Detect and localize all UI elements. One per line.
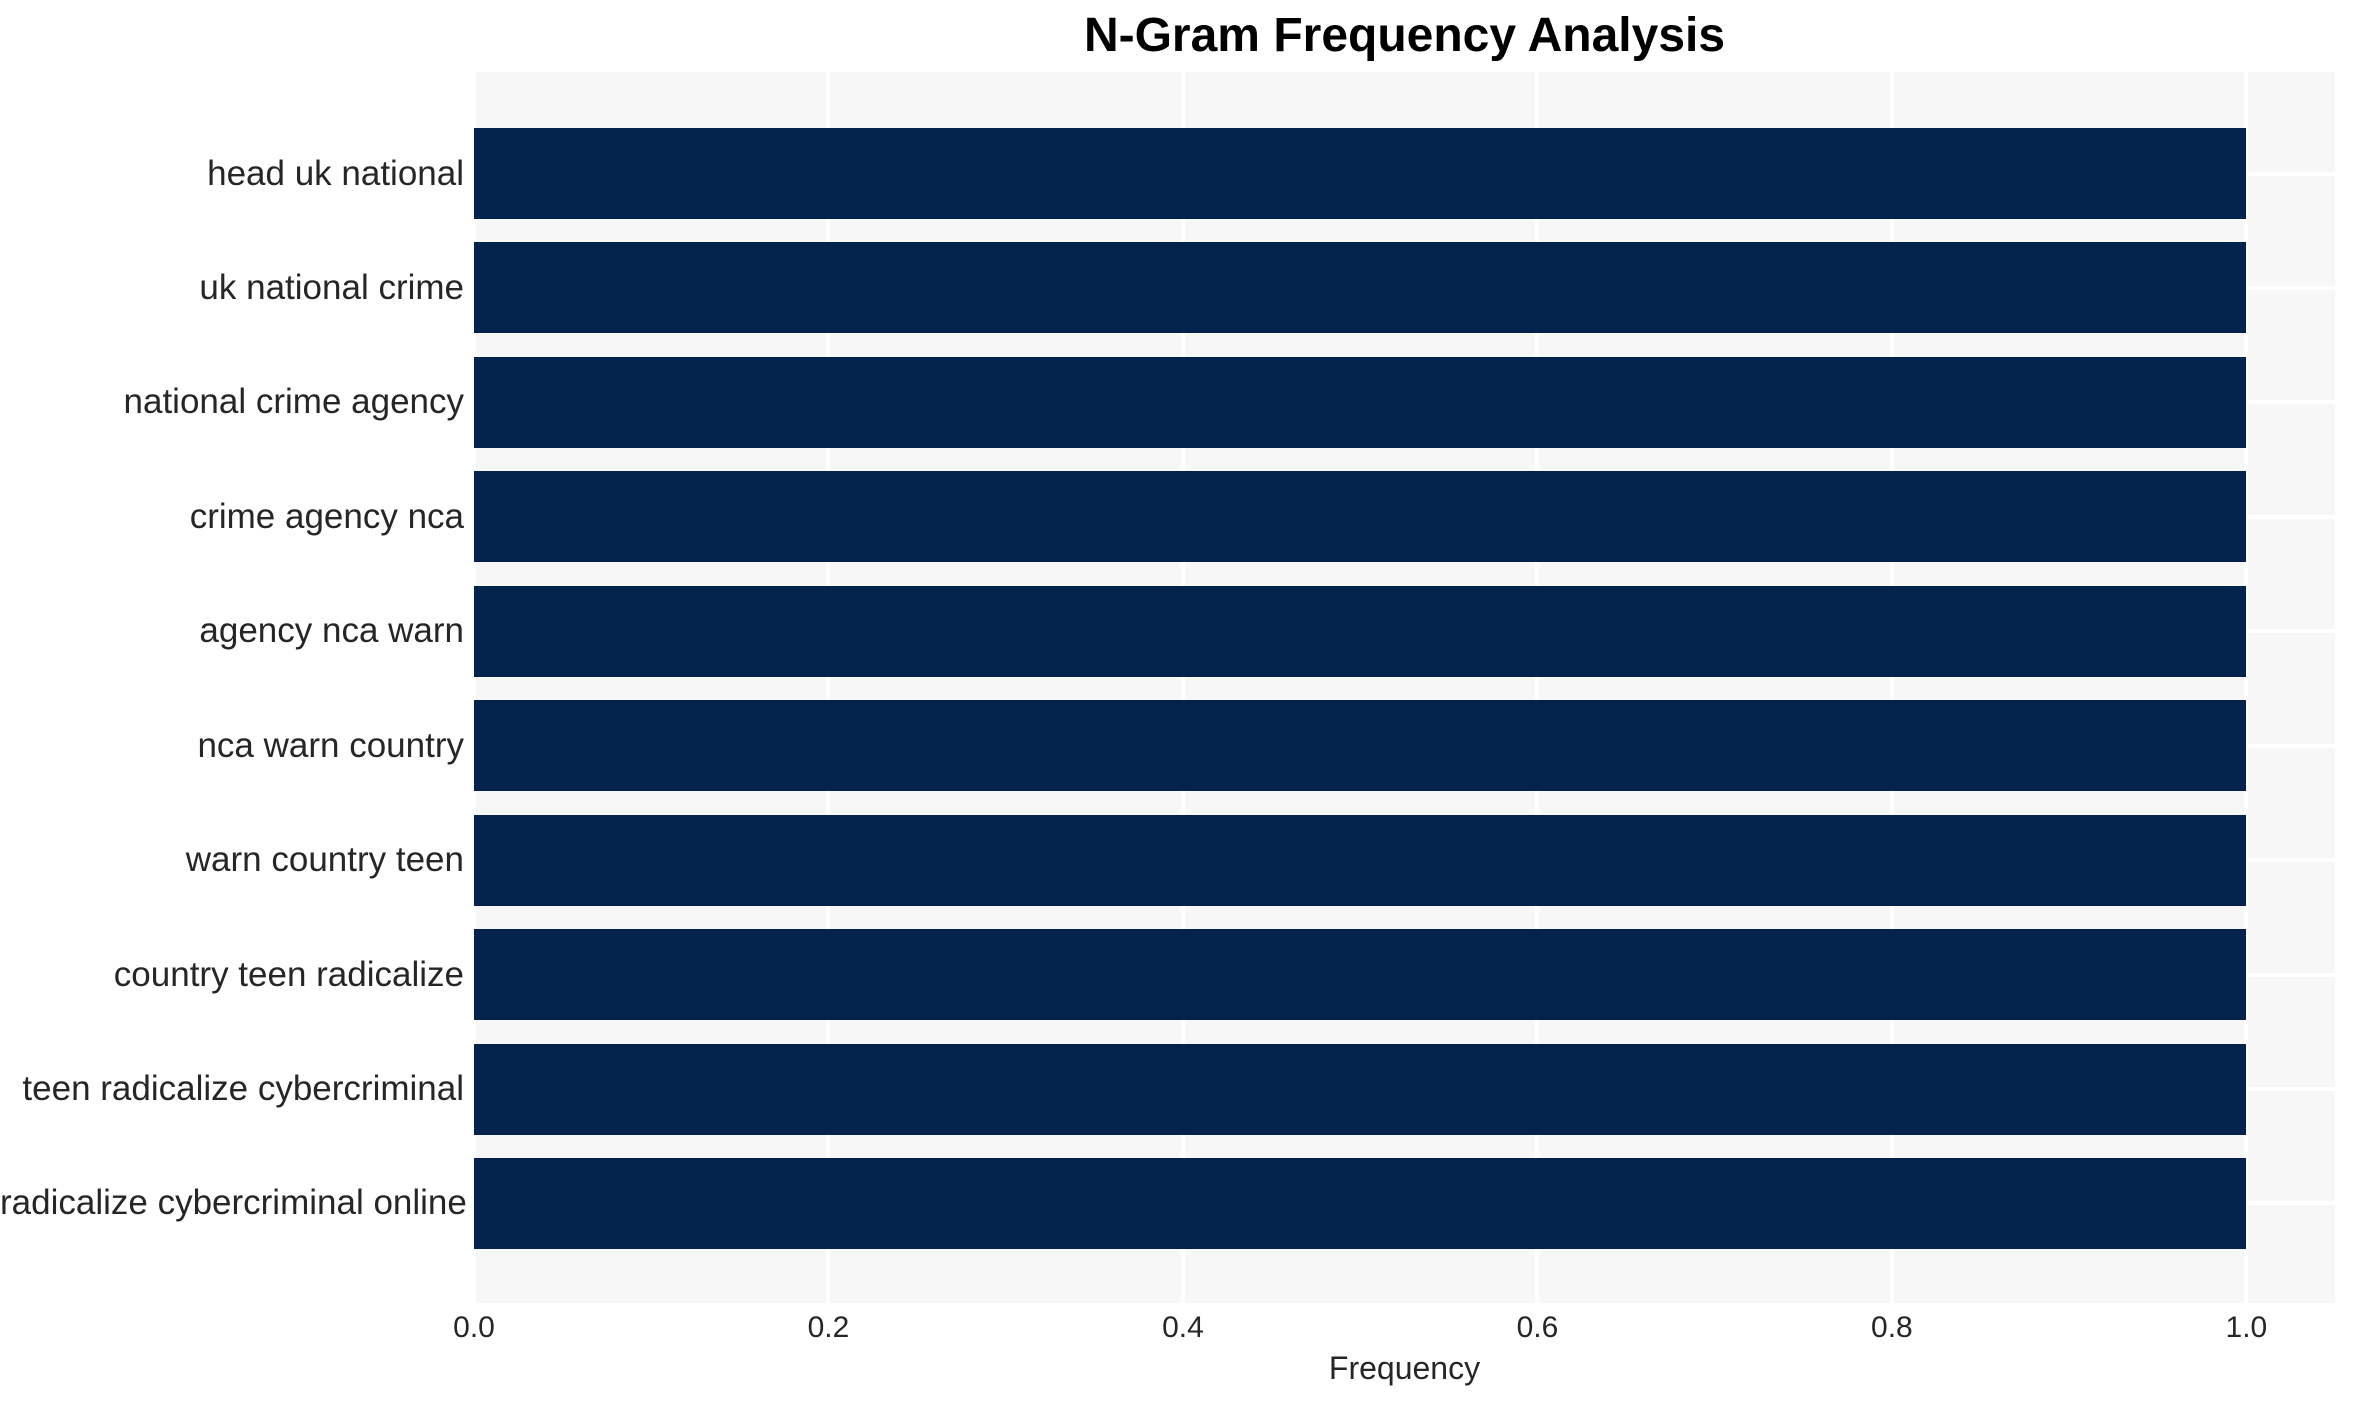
bar — [474, 356, 2247, 448]
y-tick-label: national crime agency — [123, 382, 464, 422]
bar — [474, 814, 2247, 906]
y-tick-label: uk national crime — [199, 267, 464, 307]
x-axis-title: Frequency — [1328, 1350, 1481, 1386]
bar — [474, 128, 2247, 219]
y-tick-label: country teen radicalize — [113, 954, 464, 994]
y-tick-label: crime agency nca — [189, 496, 464, 536]
x-tick-label: 0.4 — [1162, 1311, 1204, 1344]
x-gridline — [2244, 72, 2249, 1303]
bar — [474, 1157, 2247, 1249]
bar — [474, 471, 2247, 563]
bar — [474, 585, 2247, 677]
plot-area — [472, 72, 2335, 1303]
x-gridline — [1535, 72, 1540, 1303]
bar — [474, 929, 2247, 1021]
x-tick-label: 0.0 — [453, 1311, 495, 1344]
x-gridline — [472, 72, 476, 1303]
x-tick-label: 0.2 — [807, 1311, 850, 1344]
x-tick-label: 1.0 — [2225, 1311, 2268, 1344]
bar — [474, 700, 2247, 792]
y-tick-label: nca warn country — [197, 725, 464, 765]
y-tick-label: warn country teen — [185, 840, 464, 880]
x-tick-label: 0.8 — [1871, 1311, 1913, 1344]
x-gridline — [1889, 72, 1894, 1303]
y-tick-label: agency nca warn — [199, 611, 464, 651]
chart-title: N-Gram Frequency Analysis — [1083, 9, 1726, 62]
bar — [474, 242, 2247, 334]
x-tick-label: 0.6 — [1516, 1311, 1559, 1344]
y-tick-label: head uk national — [207, 153, 464, 193]
y-tick-label: radicalize cybercriminal online — [0, 1183, 467, 1223]
x-gridline — [1180, 72, 1185, 1303]
y-tick-label: teen radicalize cybercriminal — [22, 1069, 464, 1109]
x-gridline — [826, 72, 831, 1303]
bar — [474, 1043, 2247, 1135]
